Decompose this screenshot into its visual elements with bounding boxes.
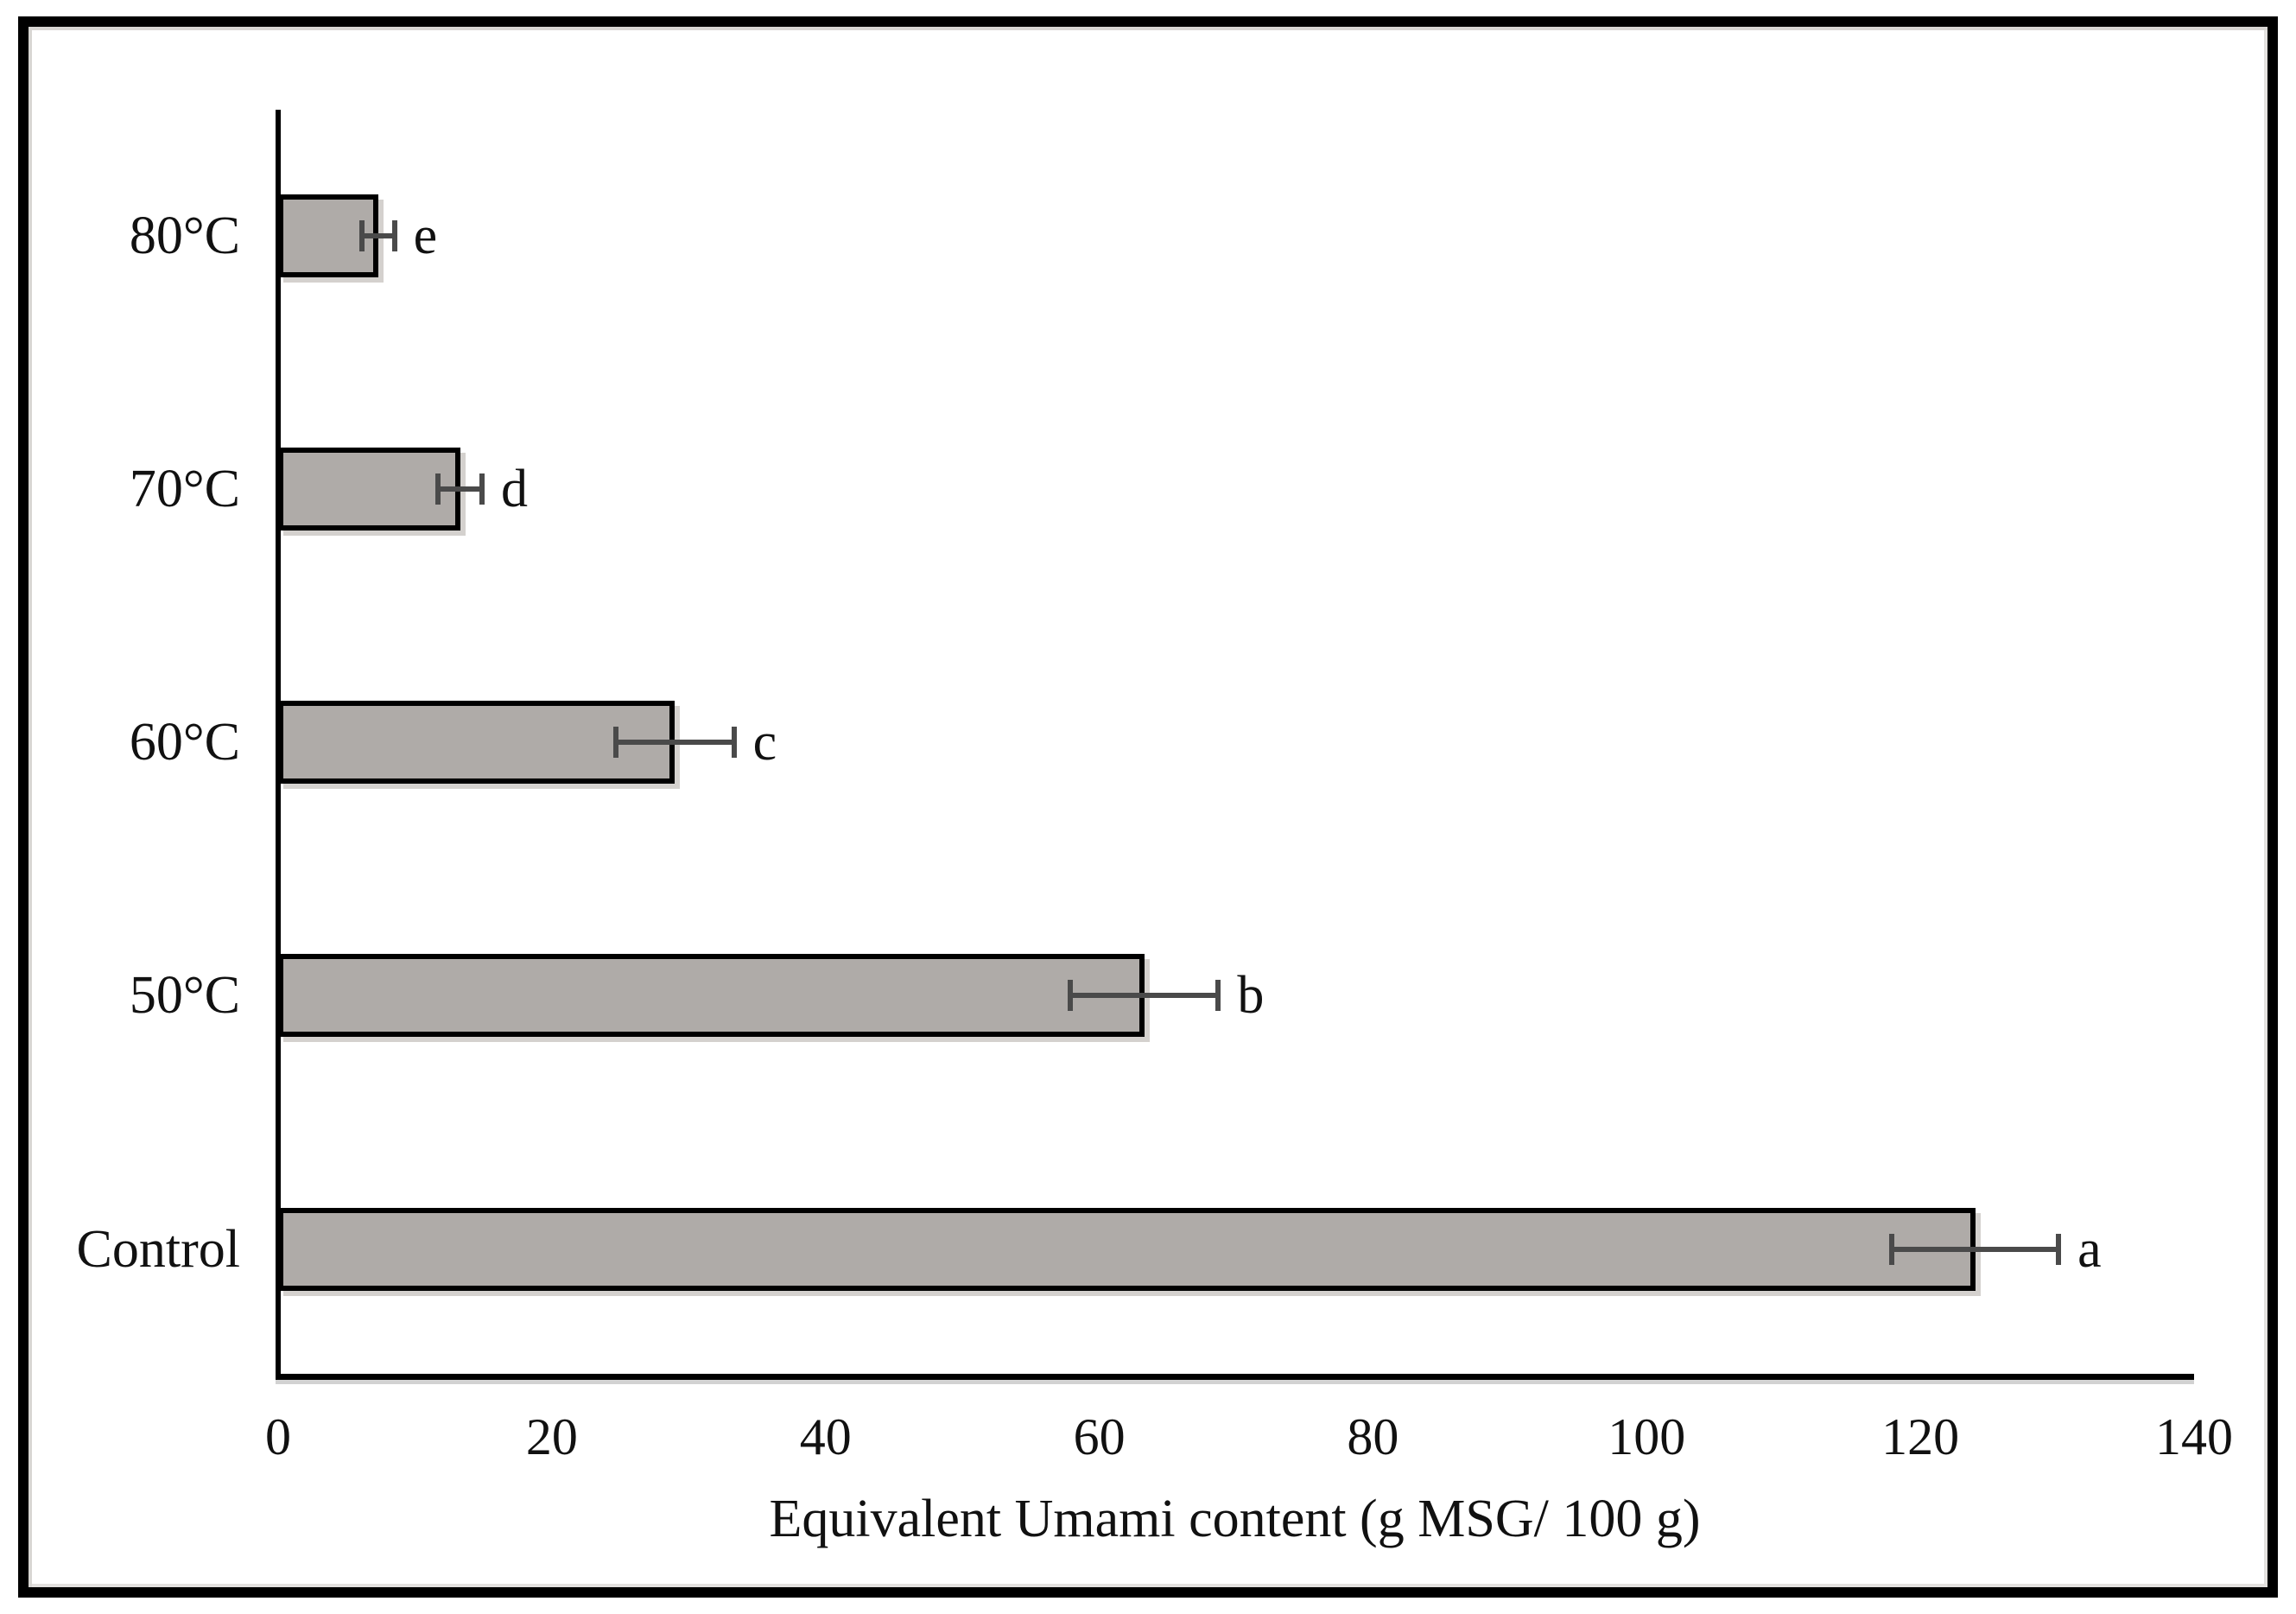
bar <box>278 701 675 784</box>
error-bar-line <box>616 740 734 745</box>
error-bar-line <box>361 232 395 238</box>
x-tick-label: 0 <box>265 1408 291 1465</box>
figure-border <box>18 16 2278 1598</box>
significance-letter: b <box>1237 966 1265 1026</box>
error-bar-cap <box>731 727 737 758</box>
significance-letter: d <box>501 459 529 518</box>
error-bar-line <box>1070 993 1219 999</box>
error-bar-cap <box>479 473 485 505</box>
bar <box>278 447 460 531</box>
x-tick-label: 60 <box>1073 1408 1126 1465</box>
category-label: Control <box>76 1219 240 1279</box>
x-tick-label: 20 <box>525 1408 578 1465</box>
error-bar-cap <box>1068 980 1074 1012</box>
bar <box>278 1207 1976 1291</box>
category-label: 80°C <box>129 206 240 265</box>
error-bar-cap <box>435 473 441 505</box>
x-tick-label: 80 <box>1347 1408 1399 1465</box>
error-bar-cap <box>358 219 365 251</box>
error-bar-cap <box>391 219 397 251</box>
x-tick-label: 40 <box>799 1408 852 1465</box>
x-axis-title: Equivalent Umami content (g MSG/ 100 g) <box>769 1490 1701 1548</box>
x-tick-label: 120 <box>1881 1408 1960 1465</box>
x-tick-label: 100 <box>1608 1408 1686 1465</box>
error-bar-cap <box>1888 1233 1894 1265</box>
error-bar-cap <box>2056 1233 2062 1265</box>
significance-letter: c <box>752 713 777 772</box>
bar <box>278 954 1145 1038</box>
significance-letter: e <box>413 206 438 265</box>
error-bar-line <box>438 486 483 492</box>
error-bar-line <box>1891 1246 2059 1252</box>
x-tick-label: 140 <box>2155 1408 2233 1465</box>
category-label: 60°C <box>129 713 240 772</box>
significance-letter: a <box>2077 1219 2102 1279</box>
category-label: 70°C <box>129 459 240 518</box>
error-bar-cap <box>1215 980 1221 1012</box>
error-bar-cap <box>613 727 619 758</box>
x-axis-line <box>276 1374 2194 1380</box>
category-label: 50°C <box>129 966 240 1026</box>
